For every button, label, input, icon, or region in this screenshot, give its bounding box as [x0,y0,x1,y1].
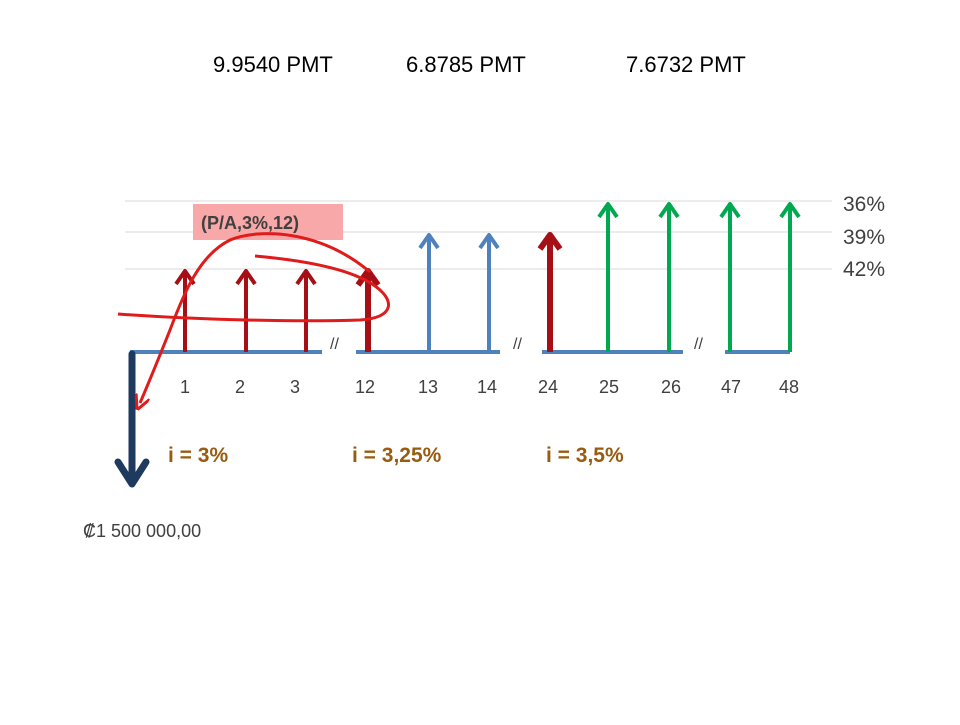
period-label: 13 [418,377,438,397]
break-mark-1: // [330,336,339,353]
payment-arrow-24 [537,232,563,352]
arrows-rate-3 [174,269,317,352]
percentage-36: 36% [843,193,885,216]
principal-arrow [114,350,150,488]
period-labels: 1 2 3 12 13 14 24 25 26 47 48 [180,377,799,397]
break-mark-2: // [513,336,522,353]
pa-curve-loop [117,254,390,323]
payment-arrow-48 [779,202,801,352]
period-label: 26 [661,377,681,397]
formula-label: (P/A,3%,12) [201,213,299,233]
period-label: 3 [290,377,300,397]
period-label: 47 [721,377,741,397]
period-label: 48 [779,377,799,397]
payment-arrow-26 [658,202,680,352]
period-label: 24 [538,377,558,397]
payment-arrow-14 [478,233,500,352]
principal-amount: ₡1 500 000,00 [83,521,201,541]
rate-label-2: i = 3,25% [352,444,442,467]
factor-3: 7.6732 PMT [626,52,746,77]
payment-arrow-2 [235,269,257,352]
percentage-42: 42% [843,258,885,281]
period-label: 12 [355,377,375,397]
break-mark-3: // [694,336,703,353]
rate-label-3: i = 3,5% [546,444,624,467]
factor-1: 9.9540 PMT [213,52,333,77]
period-label: 14 [477,377,497,397]
payment-arrow-13 [418,233,440,352]
arrows-rate-325 [418,233,500,352]
period-label: 2 [235,377,245,397]
factor-2: 6.8785 PMT [406,52,526,77]
payment-arrow-25 [597,202,619,352]
payment-arrow-47 [719,202,741,352]
period-label: 25 [599,377,619,397]
period-label: 1 [180,377,190,397]
rate-label-1: i = 3% [168,444,228,467]
arrows-rate-35 [597,202,801,352]
payment-arrow-3 [295,269,317,352]
percentage-39: 39% [843,226,885,249]
pa-curve-arrow [140,232,371,403]
